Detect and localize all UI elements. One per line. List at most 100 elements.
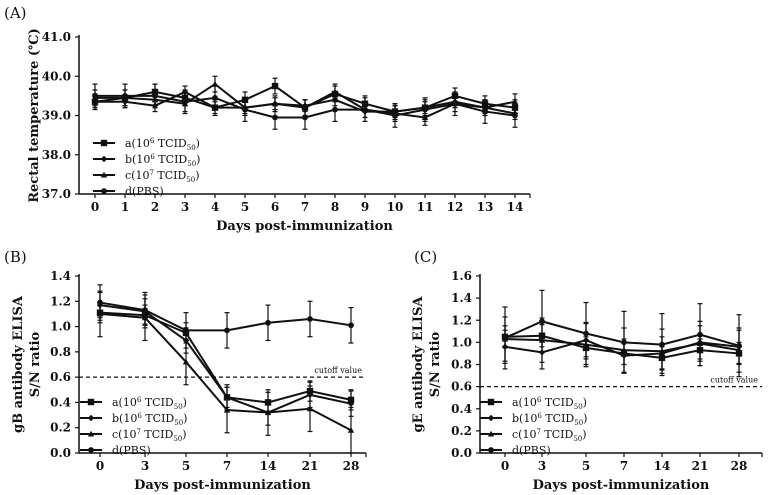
triangle-marker [271,100,279,107]
x-tick-label: 0 [91,200,99,214]
circle-marker [539,318,545,325]
x-tick-label: 8 [331,200,339,214]
panel-label: (A) [4,4,27,22]
circle-marker [621,339,627,346]
y-tick-label: 0.2 [451,424,472,438]
x-tick-label: 14 [260,459,277,473]
legend-mid: TCID [154,169,187,182]
legend-item-c: c(107 TCID50) [93,169,200,184]
x-tick-label: 7 [223,459,231,473]
triangle-marker [87,430,95,437]
legend-subscript: 50 [574,403,583,411]
legend-prefix: c(10 [112,428,136,441]
diamond-marker [347,400,355,407]
x-tick-label: 7 [301,200,309,214]
legend-label: b(106 TCID50) [112,412,187,427]
legend-prefix: a(10 [112,396,137,409]
legend-label: a(106 TCID50) [112,396,187,411]
x-tick-label: 9 [361,200,369,214]
x-tick-label: 28 [343,459,360,473]
triangle-marker [306,405,314,412]
x-tick-label: 5 [582,459,590,473]
x-tick-label: 7 [620,459,628,473]
diamond-marker [100,155,108,163]
legend-item-a: a(106 TCID50) [480,396,587,411]
legend-prefix: b(10 [125,153,150,166]
diamond-marker [487,414,495,422]
diamond-marker [87,414,95,422]
legend-mid: TCID [142,412,175,425]
legend-exponent: 7 [149,169,153,177]
legend-item-b: b(106 TCID50) [93,153,200,168]
y-tick-label: 1.4 [50,269,71,283]
series-line [99,311,352,404]
triangle-marker [331,88,339,95]
circle-marker [512,112,518,119]
legend-label: b(106 TCID50) [125,153,200,168]
circle-marker [348,322,354,329]
triangle-marker [223,406,231,413]
legend-item-c: c(107 TCID50) [480,428,587,443]
x-tick-label: 21 [302,459,319,473]
legend-item-b: b(106 TCID50) [480,412,587,427]
y-tick-label: 0.8 [451,358,472,372]
x-tick-label: 4 [211,200,219,214]
circle-marker [152,92,158,99]
y-axis-title: S/N ratio [428,331,443,397]
legend-exponent: 6 [150,153,155,161]
circle-marker [242,106,248,113]
circle-marker [332,106,338,113]
x-tick-label: 21 [692,459,709,473]
legend-item-d: d(PBS) [93,185,164,198]
circle-marker [212,94,218,101]
legend-item-a: a(106 TCID50) [93,137,200,152]
circle-marker [265,319,271,326]
y-tick-label: 0.8 [50,345,71,359]
circle-marker [182,98,188,105]
legend-suffix: ) [195,169,199,182]
x-tick-label: 3 [538,459,546,473]
legend-suffix: ) [183,396,187,409]
legend-exponent: 6 [150,137,155,145]
y-tick-label: 1.0 [50,320,71,334]
triangle-marker [211,80,219,87]
legend-label: a(106 TCID50) [512,396,587,411]
circle-marker [659,341,665,348]
x-tick-label: 3 [181,200,189,214]
chart-panel-c: (C) 0.0 0.2 0.4 0.6 0.8 1.0 1.2 1.4 1.6 0 3 5 7 14 21 28… [411,248,763,493]
legend-label: c(107 TCID50) [125,169,200,184]
x-tick-label: 0 [96,459,104,473]
y-axis-title: Rectal temperature (℃) [27,28,42,203]
legend-exponent: 6 [137,396,142,404]
legend-item-c: c(107 TCID50) [80,428,187,443]
legend-subscript: 50 [174,419,183,427]
legend-label: d(PBS) [125,185,164,198]
triangle-marker [100,171,108,178]
x-tick-label: 1 [121,200,129,214]
x-tick-label: 0 [501,459,509,473]
legend-subscript: 50 [574,419,583,427]
circle-marker [452,100,458,107]
legend-prefix: c(10 [125,169,149,182]
cutoff-label: cutoff value [710,376,758,385]
legend-label: c(107 TCID50) [112,428,187,443]
y-tick-label: 39.0 [42,109,71,123]
x-tick-label: 3 [141,459,149,473]
legend-item-a: a(106 TCID50) [80,396,187,411]
circle-marker [224,327,230,334]
circle-marker [736,342,742,349]
legend-prefix: b(10 [112,412,137,425]
legend-suffix: ) [583,412,587,425]
legend-prefix: b(10 [512,412,537,425]
x-tick-label: 14 [507,200,524,214]
legend-subscript: 50 [187,160,196,168]
y-tick-label: 41.0 [42,30,71,44]
circle-marker [101,188,107,194]
y-tick-label: 0.4 [50,395,71,409]
legend-prefix: a(10 [125,137,150,150]
series-a [501,324,743,370]
y-tick-label: 0.0 [451,446,472,460]
y-axis-title: S/N ratio [28,331,43,397]
x-axis-title: Days post-immunization [216,219,393,234]
y-tick-label: 0.4 [451,402,472,416]
